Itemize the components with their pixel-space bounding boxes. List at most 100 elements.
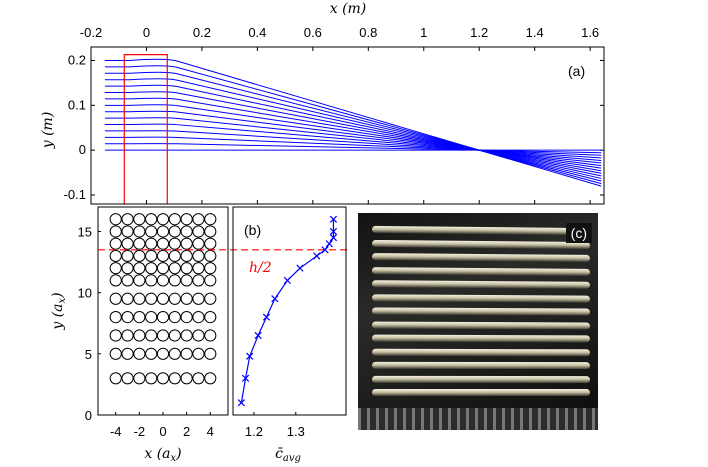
b-markers (237, 215, 338, 407)
lattice-rod-circle (204, 274, 217, 287)
a-rays (104, 58, 602, 187)
lattice-rod-circle (168, 372, 181, 385)
lattice-rod-circle (156, 347, 170, 360)
lattice-rod-circle (156, 292, 170, 305)
lattice-rod-circle (168, 262, 181, 275)
photo-rod (371, 239, 591, 249)
lattice-rod-circle (204, 262, 217, 275)
lattice-rod-circle (204, 237, 217, 250)
lattice-rod-circle (156, 237, 170, 250)
b-x-tick-label: 1.2 (245, 424, 263, 439)
lattice-rod-circle (192, 249, 205, 263)
lattice-rod-circle (204, 249, 217, 263)
lattice-x-tick-label: 4 (207, 424, 214, 439)
a-x-axis-label: x (m) (330, 1, 367, 17)
lattice-rod-circle (204, 292, 217, 305)
lattice-rod-circle (156, 225, 170, 238)
b-data-marker (262, 313, 271, 321)
lattice-rod-circle (133, 225, 146, 238)
lattice-rod-circle (121, 347, 134, 360)
lattice-rod-circle (109, 292, 122, 305)
lattice-rod-circle (145, 292, 158, 305)
photo-rod (371, 225, 591, 236)
lattice-rod-circle (204, 311, 217, 324)
b-data-marker (283, 276, 292, 285)
lattice-rod-circle (109, 311, 122, 324)
lattice-rod-circle (180, 292, 193, 305)
lattice-x-tick-label: -4 (110, 424, 122, 439)
photo-rod (371, 293, 591, 303)
lattice-rod-circle (121, 329, 134, 342)
lattice-rod-circle (121, 372, 134, 385)
lattice-y-axis-label: y (ax) (50, 292, 68, 330)
c-tag: (c) (565, 223, 592, 243)
lattice-rod-circle (156, 329, 170, 342)
lattice-rod-circle (109, 249, 122, 263)
lattice-rod-circle (168, 347, 181, 360)
lattice-rod-circle (168, 225, 181, 238)
lattice-rod-circle (192, 225, 205, 238)
b-data-marker (271, 295, 279, 303)
lattice-rod-circle (180, 225, 193, 238)
lattice-rod-circle (180, 311, 193, 324)
lattice-rod-circle (156, 372, 170, 385)
a-x-tick-label: 0 (143, 25, 150, 40)
a-ray (104, 78, 602, 179)
a-ray (104, 143, 602, 154)
lattice-x-axis-label: x (ax) (144, 446, 181, 464)
lattice-x-tick-label: 0 (159, 424, 166, 439)
a-y-tick-label: 0 (79, 142, 86, 157)
a-x-tick-label: 0.2 (193, 25, 211, 40)
photo-rod (371, 348, 591, 356)
lattice-x-tick-label: 2 (183, 424, 190, 439)
lattice-rod-circle (133, 372, 146, 385)
lattice-rod-circle (180, 347, 193, 360)
a-ray (104, 117, 602, 164)
lattice-rod-circle (109, 372, 122, 385)
lattice-rod-circle (145, 311, 158, 324)
photo-rod (371, 334, 591, 343)
lattice-rod-circle (192, 292, 205, 305)
a-x-tick-label: 0.6 (304, 25, 322, 40)
lattice-y-tick-label: 10 (78, 286, 92, 301)
panel-lattice: -4 -2 0 2 4 0 5 10 15 x (ax) y (ax) (50, 206, 229, 464)
b-frame (232, 206, 347, 416)
lattice-rod-circle (133, 249, 146, 263)
a-frame (90, 46, 605, 205)
lattice-rod-circle (192, 213, 205, 226)
a-y-ticks: -0.1 0 0.1 0.2 (64, 52, 604, 202)
lattice-rod-circle (204, 225, 217, 238)
a-ray (104, 110, 602, 167)
lattice-rod-circle (180, 329, 193, 342)
photo-rod (371, 321, 591, 329)
lattice-rod-circle (145, 329, 158, 342)
lattice-rod-circle (109, 213, 122, 226)
b-x-ticks: 1.2 1.3 (245, 412, 305, 439)
lattice-rod-circle (145, 262, 158, 275)
a-ray (104, 97, 602, 172)
lattice-rod-circle (168, 329, 181, 342)
lattice-rod-circle (109, 262, 122, 275)
lattice-rod-circle (168, 292, 181, 305)
a-y-axis-label: y (m) (40, 112, 56, 150)
photo-rod (371, 375, 591, 383)
lattice-x-ticks: -4 -2 0 2 4 (110, 412, 214, 439)
lattice-rod-circle (192, 311, 205, 324)
lattice-rod-circle (145, 213, 158, 226)
panel-b: 1.2 1.3 (b) h/2 c̄avg (98, 206, 350, 464)
lattice-rod-circle (145, 372, 158, 385)
a-ray (104, 91, 602, 174)
photo-floor-grate (358, 408, 598, 430)
a-x-ticks: -0.2 0 0.2 0.4 0.6 0.8 1 1.2 1.4 1.6 (80, 25, 599, 204)
lattice-rod-circle (192, 274, 205, 287)
a-ray (104, 71, 602, 182)
lattice-rod-circle (180, 372, 193, 385)
lattice-rod-circle (145, 225, 158, 238)
lattice-rod-circle (156, 311, 170, 324)
b-data-marker (246, 352, 254, 360)
b-x-tick-label: 1.3 (287, 424, 305, 439)
lattice-y-tick-label: 15 (78, 224, 92, 239)
lattice-y-tick-label: 0 (85, 408, 92, 423)
lattice-rod-circle (121, 237, 134, 250)
